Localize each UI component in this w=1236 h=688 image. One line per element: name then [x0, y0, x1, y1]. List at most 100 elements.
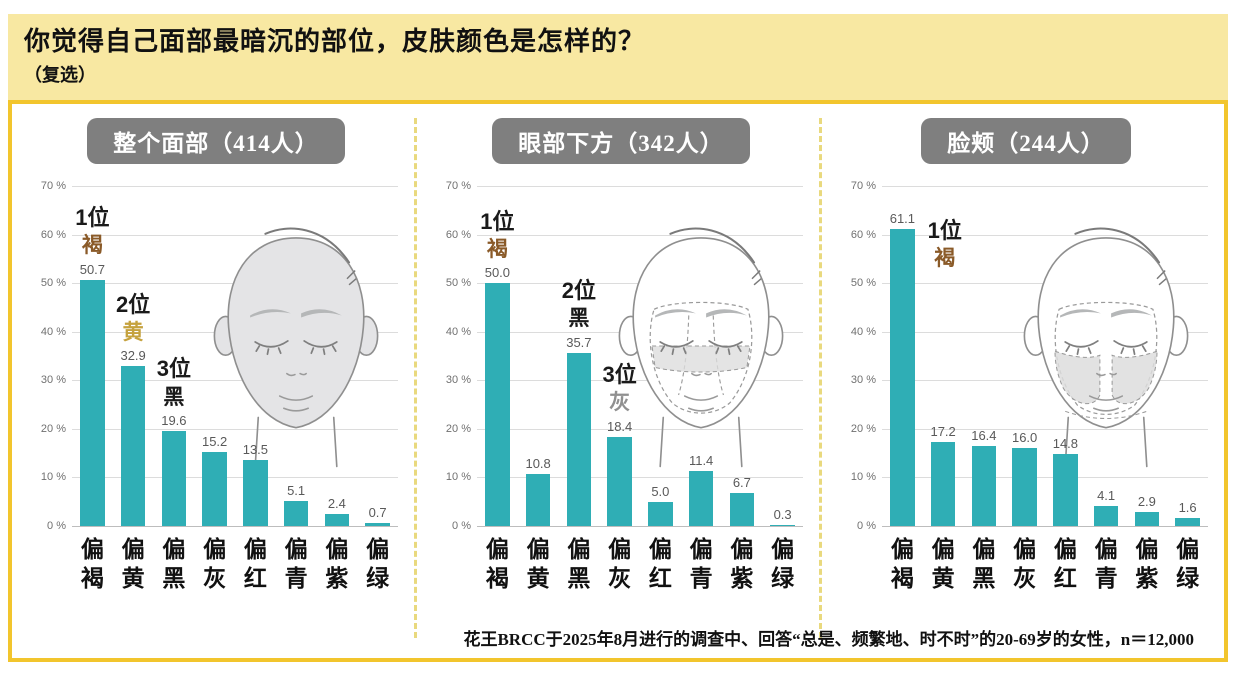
plot-wrap: 70 % 60 % 50 % 40 % 30 % 20 % 10 % 0 % — [838, 180, 1214, 532]
y-tick-label: 40 % — [445, 325, 471, 338]
rank-annotation: 1位褐 — [927, 218, 962, 274]
bar — [80, 279, 105, 526]
x-axis-labels: 偏褐偏黄偏黑偏灰偏红偏青偏紫偏绿 — [72, 536, 398, 594]
bar-value-label: 50.7 — [79, 261, 106, 277]
plot-wrap: 70 % 60 % 50 % 40 % 30 % 20 % 10 % 0 % — [28, 180, 404, 532]
x-axis-label: 偏黑 — [567, 537, 591, 591]
x-axis-label: 偏灰 — [608, 537, 632, 591]
y-tick-label: 70 % — [445, 180, 471, 192]
bar-column: 17.2 — [923, 186, 964, 526]
bar — [607, 436, 632, 526]
bar-column: 2位黑 35.7 — [559, 186, 600, 526]
rank-color-label: 黄 — [122, 319, 144, 344]
bar-value-label: 19.6 — [161, 412, 187, 428]
y-axis: 70 % 60 % 50 % 40 % 30 % 20 % 10 % 0 % — [433, 180, 477, 532]
y-tick-label: 60 % — [445, 228, 471, 241]
bar-value-label: 17.2 — [930, 424, 956, 440]
gridline — [477, 186, 803, 187]
bar-column: 6.7 — [722, 186, 763, 526]
x-axis-label: 偏绿 — [366, 537, 390, 591]
bar-column: 10.8 — [518, 186, 559, 526]
bar-value-label: 13.5 — [242, 442, 269, 458]
panel-title-under-eye: 眼部下方（342人） — [492, 118, 750, 164]
bar — [1012, 448, 1037, 526]
bar-column: 4.1 — [1086, 186, 1127, 526]
x-axis-label: 偏红 — [1053, 537, 1077, 591]
y-tick-label: 30 % — [850, 374, 876, 387]
chart-panel-cheeks: 脸颊（244人） 70 % 60 % 50 % 40 % 30 % 20 % 10 % 0 % — [822, 104, 1224, 658]
bar-value-label: 35.7 — [566, 334, 592, 350]
y-axis: 70 % 60 % 50 % 40 % 30 % 20 % 10 % 0 % — [838, 180, 882, 532]
y-tick-label: 60 % — [40, 228, 66, 241]
gridline — [72, 234, 398, 236]
rank-label: 1位 — [480, 208, 515, 234]
y-tick-label: 70 % — [850, 180, 876, 192]
gridline — [72, 477, 398, 479]
title-band: 你觉得自己面部最暗沉的部位，皮肤颜色是怎样的？ （复选） — [8, 14, 1228, 100]
y-tick-label: 30 % — [445, 374, 471, 387]
gridline — [72, 526, 398, 527]
bar-column: 5.1 — [276, 186, 317, 526]
rank-color-label: 褐 — [934, 246, 956, 271]
bar — [890, 229, 915, 526]
gridline — [477, 380, 803, 382]
bar-value-label: 0.7 — [368, 504, 387, 520]
page-subtitle: （复选） — [24, 65, 96, 85]
panel-title-whole-face: 整个面部（414人） — [87, 118, 345, 164]
bar-column: 2.9 — [1127, 186, 1168, 526]
rank-label: 1位 — [927, 218, 962, 244]
x-axis-label: 偏红 — [648, 537, 672, 591]
y-tick-label: 50 % — [445, 277, 471, 290]
footnote: 花王BRCC于2025年8月进行的调查中、回答“总是、频繁地、时不时”的20-6… — [463, 630, 1194, 649]
bar-value-label: 0.3 — [773, 506, 792, 522]
x-axis-label: 偏褐 — [485, 537, 509, 591]
x-axis-label: 偏黄 — [526, 537, 550, 591]
bar-column: 1位褐 50.7 — [72, 186, 113, 526]
y-tick-label: 70 % — [40, 180, 66, 192]
x-axis-label: 偏紫 — [325, 537, 349, 591]
bar — [729, 493, 755, 526]
bar — [324, 514, 350, 526]
gridline — [477, 234, 803, 236]
panel-title-cheeks: 脸颊（244人） — [921, 118, 1131, 164]
gridline — [72, 186, 398, 187]
bar-column: 0.3 — [762, 186, 803, 526]
bar-value-label: 32.9 — [120, 348, 146, 364]
plot-wrap: 70 % 60 % 50 % 40 % 30 % 20 % 10 % 0 % — [433, 180, 809, 532]
y-tick-label: 20 % — [850, 422, 876, 435]
panel-divider — [819, 118, 822, 638]
rank-label: 3位 — [156, 356, 191, 382]
x-axis-label: 偏灰 — [1013, 537, 1037, 591]
x-axis-label: 偏紫 — [1135, 537, 1159, 591]
bar-column: 2.4 — [317, 186, 358, 526]
bar-value-label: 1.6 — [1178, 500, 1197, 516]
bar-column: 3位灰 18.4 — [599, 186, 640, 526]
bar-column: 0.7 — [357, 186, 398, 526]
plot-area: 1位褐 50.0 10.8 2位黑 35.7 3位灰 18.4 5.0 11.4 6.7 0.3 — [477, 186, 803, 527]
bar-column: 15.2 — [194, 186, 235, 526]
gridline — [882, 428, 1208, 430]
bar — [648, 501, 673, 526]
bar-value-label: 50.0 — [484, 265, 511, 281]
bar — [485, 283, 510, 526]
bar-column: 14.8 — [1045, 186, 1086, 526]
chart-board: 整个面部（414人） 70 % 60 % 50 % 40 % 30 % 20 % 10 % 0… — [8, 100, 1228, 662]
bar — [283, 501, 309, 526]
gridline — [477, 526, 803, 527]
panel-divider — [414, 118, 417, 638]
gridline — [477, 428, 803, 430]
y-tick-label: 50 % — [40, 277, 66, 290]
bar-column: 3位黑 19.6 — [154, 186, 195, 526]
bar-column: 1位褐 50.0 — [477, 186, 518, 526]
bars: 1位褐 50.7 2位黄 32.9 3位黑 19.6 15.2 13.5 5.1 2.4 0.7 — [72, 186, 398, 526]
face-illustration-cheeks — [1023, 227, 1189, 468]
y-tick-label: 40 % — [40, 325, 66, 338]
bar-value-label: 11.4 — [688, 452, 714, 468]
gridline — [72, 428, 398, 430]
gridline — [882, 380, 1208, 382]
rank-color-label: 黑 — [568, 306, 590, 331]
x-axis-labels: 偏褐偏黄偏黑偏灰偏红偏青偏紫偏绿 — [477, 536, 803, 594]
face-illustration-under-eye — [618, 227, 784, 468]
plot-area: 1位褐 50.7 2位黄 32.9 3位黑 19.6 15.2 13.5 5.1 2.4 0.7 — [72, 186, 398, 527]
x-axis-label: 偏褐 — [80, 537, 104, 591]
